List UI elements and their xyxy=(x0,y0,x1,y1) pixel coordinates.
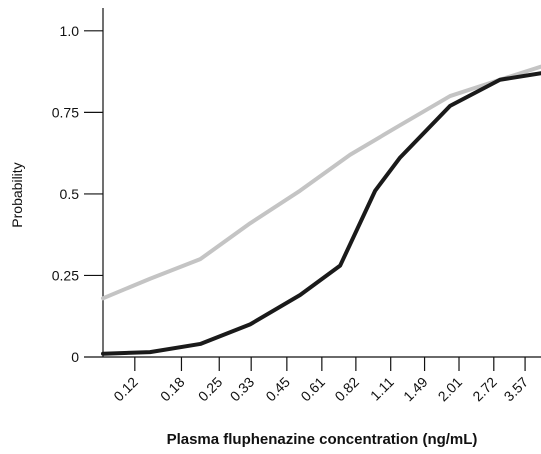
y-tick-label: 1.0 xyxy=(60,23,80,39)
x-tick-label: 2.01 xyxy=(435,374,466,405)
x-tick-label: 0.33 xyxy=(227,374,258,405)
x-axis-title: Plasma fluphenazine concentration (ng/mL… xyxy=(167,431,478,448)
x-tick-label: 0.12 xyxy=(110,374,141,405)
y-tick-label: 0 xyxy=(71,349,79,365)
line xyxy=(101,64,541,301)
x-tick-label: 1.11 xyxy=(367,374,397,404)
x-tick-label: 2.72 xyxy=(469,374,500,405)
y-tick-label: 0.5 xyxy=(60,186,80,202)
x-tick-label: 0.18 xyxy=(157,374,188,405)
x-tick-label: 0.61 xyxy=(297,374,328,405)
x-tick-label: 3.57 xyxy=(501,374,532,405)
line xyxy=(101,71,541,356)
y-axis-title: Probability xyxy=(9,162,25,227)
x-tick-label: 0.25 xyxy=(195,374,226,405)
x-tick-label: 1.49 xyxy=(400,374,431,405)
x-tick-label: 0.45 xyxy=(262,374,293,405)
y-tick-label: 0.25 xyxy=(52,267,79,283)
x-tick-label: 0.82 xyxy=(331,374,362,405)
y-tick-label: 0.75 xyxy=(52,104,79,120)
